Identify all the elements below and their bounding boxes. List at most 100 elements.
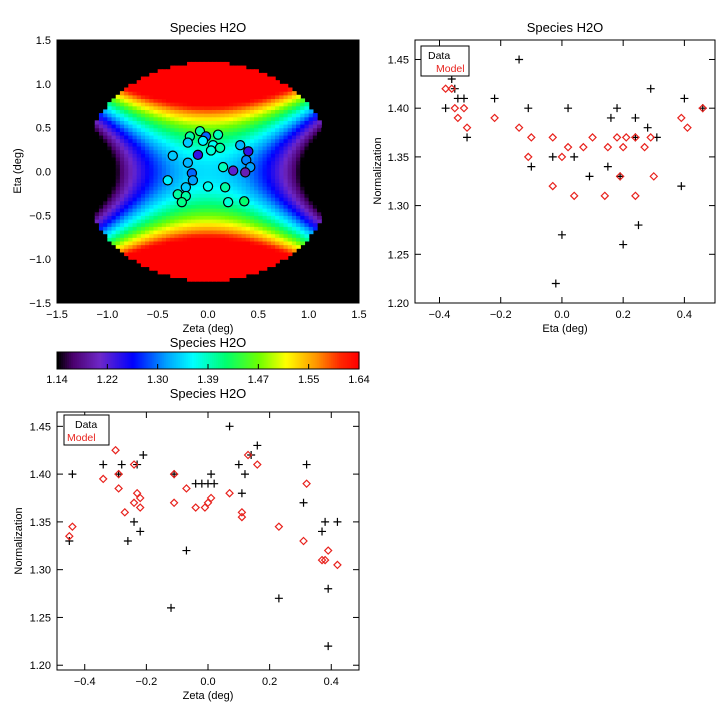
heatmap-cell	[140, 193, 146, 198]
heatmap-cell	[216, 80, 222, 85]
heatmap-cell	[296, 124, 301, 129]
heatmap-cell	[279, 175, 285, 180]
heatmap-cell	[187, 204, 192, 209]
heatmap-cell	[245, 248, 251, 253]
heatmap-cell	[94, 164, 100, 169]
heatmap-cell	[300, 215, 306, 220]
heatmap-cell	[220, 138, 226, 143]
heatmap-cell	[308, 200, 314, 205]
zeta-plot-model-point	[182, 484, 191, 493]
heatmap-cell	[220, 237, 226, 242]
heatmap-cell	[182, 178, 188, 184]
colorbar-segment	[185, 352, 189, 369]
heatmap-cell	[161, 80, 167, 85]
heatmap-cell	[237, 105, 243, 110]
heatmap-cell	[161, 189, 167, 195]
heatmap-cell	[90, 138, 96, 143]
heatmap-cell	[103, 109, 108, 114]
heatmap-cell	[266, 94, 272, 100]
heatmap-cell	[296, 200, 301, 205]
heatmap-cell	[304, 189, 310, 195]
heatmap-cell	[287, 171, 293, 176]
heatmap-cell	[111, 149, 117, 154]
heatmap-cell	[237, 102, 243, 107]
heatmap-cell	[119, 193, 125, 198]
heatmap-cell	[153, 91, 159, 96]
heatmap-cell	[258, 193, 264, 198]
heatmap-cell	[128, 218, 134, 224]
heatmap-cell	[178, 134, 184, 140]
heatmap-cell	[233, 175, 238, 180]
heatmap-cell	[233, 80, 238, 85]
heatmap-cell	[216, 109, 222, 114]
heatmap-cell	[312, 164, 318, 169]
heatmap-cell	[270, 142, 276, 147]
heatmap-cell	[317, 215, 322, 220]
colorbar-segment	[153, 352, 157, 369]
heatmap-cell	[98, 164, 104, 169]
heatmap-cell	[149, 193, 155, 198]
heatmap-cell	[90, 186, 96, 191]
heatmap-cell	[308, 171, 314, 176]
heatmap-cell	[170, 175, 176, 180]
heatmap-cell	[329, 167, 335, 173]
heatmap-cell	[98, 204, 104, 209]
heatmap-cell	[132, 127, 138, 132]
heatmap-cell	[178, 98, 184, 103]
heatmap-cell	[149, 138, 155, 143]
colorbar-segment	[201, 352, 205, 369]
heatmap-cell	[111, 138, 117, 143]
heatmap-cell	[182, 98, 188, 103]
heatmap-cell	[275, 167, 280, 173]
heatmap-cell	[241, 226, 247, 231]
heatmap-cell	[107, 171, 113, 176]
heatmap-cell	[153, 208, 159, 213]
heatmap-cell	[140, 102, 146, 107]
heatmap-cell	[132, 87, 138, 92]
heatmap-cell	[249, 83, 255, 89]
heatmap-cell	[224, 262, 230, 268]
heatmap-cell	[325, 182, 331, 187]
heatmap-cell	[174, 226, 180, 231]
heatmap-cell	[149, 120, 155, 125]
heatmap-cell	[98, 171, 104, 176]
heatmap-cell	[103, 175, 108, 180]
heatmap-cell	[304, 204, 310, 209]
heatmap-cell	[124, 109, 129, 114]
heatmap-cell	[136, 204, 142, 209]
heatmap-cell	[199, 215, 205, 220]
heatmap-cell	[212, 251, 217, 257]
heatmap-cell	[166, 171, 171, 176]
heatmap-cell	[212, 116, 217, 121]
heatmap-cell	[94, 175, 100, 180]
heatmap-xtick-label: 0.5	[251, 309, 266, 321]
heatmap-point	[214, 142, 226, 154]
heatmap-cell	[279, 94, 285, 100]
heatmap-cell	[266, 218, 272, 224]
heatmap-cell	[275, 142, 280, 147]
heatmap-cell	[317, 134, 322, 140]
heatmap-cell	[140, 175, 146, 180]
heatmap-cell	[128, 113, 134, 118]
eta-plot-data-point	[459, 94, 468, 103]
colorbar-segment	[65, 352, 68, 369]
heatmap-cell	[140, 120, 146, 125]
heatmap-cell	[166, 259, 171, 264]
heatmap-cell	[233, 273, 238, 279]
heatmap-cell	[287, 186, 293, 191]
heatmap-cell	[94, 167, 100, 173]
colorbar-segment	[137, 352, 141, 369]
heatmap-cell	[199, 145, 205, 151]
heatmap-cell	[216, 204, 222, 209]
heatmap-cell	[199, 200, 205, 205]
heatmap-cell	[291, 244, 297, 249]
heatmap-cell	[233, 262, 238, 268]
heatmap-cell	[157, 189, 163, 195]
heatmap-ylabel: Eta (deg)	[12, 148, 24, 193]
heatmap-cell	[249, 131, 255, 136]
eta-plot-data-point	[557, 230, 566, 239]
heatmap-cell	[111, 102, 117, 107]
heatmap-cell	[300, 145, 306, 151]
zeta-plot-data-point	[130, 517, 139, 526]
heatmap-cell	[270, 259, 276, 264]
